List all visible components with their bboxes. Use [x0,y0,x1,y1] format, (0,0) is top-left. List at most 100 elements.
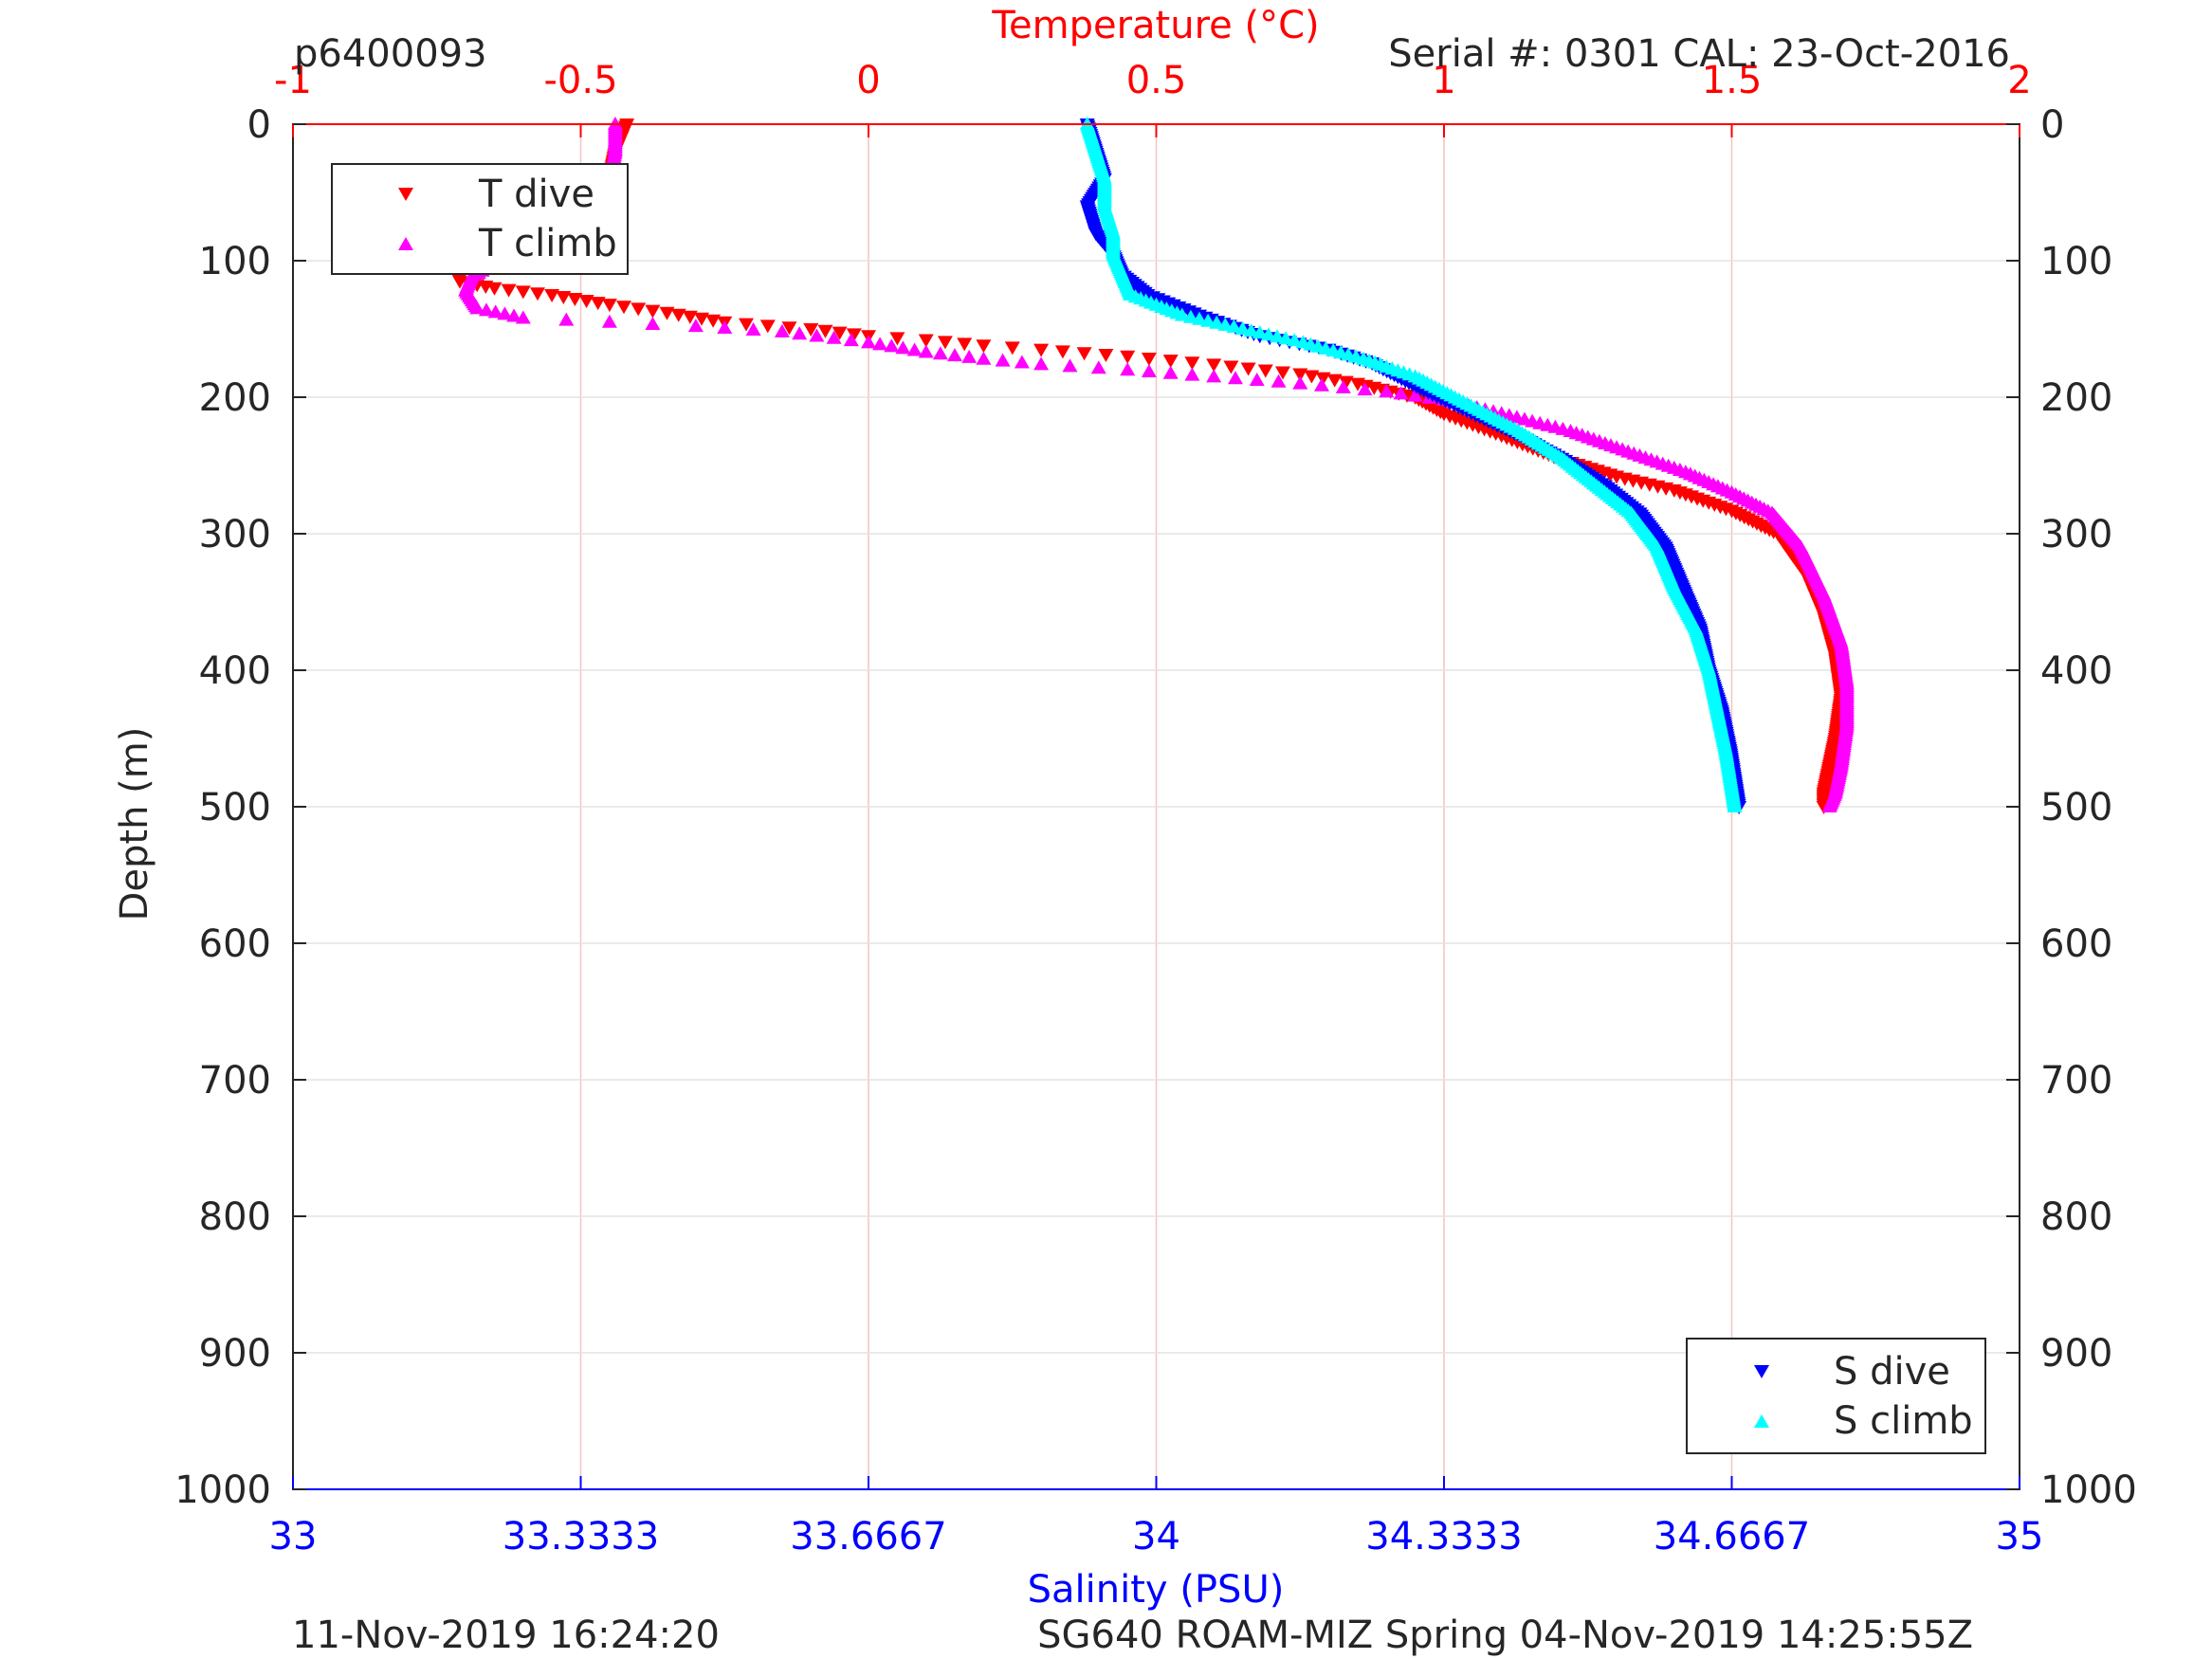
data-point [1379,384,1395,398]
data-point [1141,353,1157,366]
depth-tick-label-right: 500 [2040,786,2112,830]
data-point [1141,364,1157,377]
data-point [1407,388,1423,402]
data-point [918,334,934,348]
data-point [705,314,722,328]
legend-s-dive-label: S dive [1834,1350,1950,1394]
data-point [1182,309,1198,323]
series-s-dive [1079,118,1747,814]
data-point [1821,799,1837,812]
footer-timestamp: 11-Nov-2019 16:24:20 [292,1613,720,1657]
data-point [937,336,953,350]
data-point [846,328,862,342]
data-point [1278,331,1294,345]
depth-tick-label-left: 1000 [174,1468,271,1512]
data-point [1304,370,1320,384]
data-point [1200,313,1216,327]
data-point [515,285,531,300]
temperature-tick-label: 0 [856,59,880,102]
data-point [1120,362,1136,376]
legend-salinity: S dive S climb [1686,1338,1986,1454]
data-point [889,332,905,346]
salinity-tick-label: 34 [1132,1515,1180,1559]
data-point [1033,343,1050,357]
data-point [895,340,911,355]
depth-tick-label-right: 200 [2040,376,2112,420]
data-point [487,304,503,319]
legend-s-climb-marker [1754,1414,1769,1428]
data-point [1192,311,1207,325]
data-point [792,326,808,340]
data-point [1326,374,1343,388]
data-point [1162,365,1179,379]
data-point [578,295,594,308]
data-point [1054,345,1070,359]
grid-lines [293,124,2020,1489]
data-point [497,306,513,320]
data-point [832,326,848,340]
data-point [1090,360,1106,374]
salinity-tick-label: 35 [1996,1515,2044,1559]
data-point [1249,373,1265,386]
temperature-tick-label: 1.5 [1702,59,1763,102]
data-point [590,297,606,311]
salinity-tick-label: 34.6667 [1654,1515,1810,1559]
legend-t-dive-marker [398,188,413,201]
temperature-tick-label: 1 [1432,59,1455,102]
data-point [1234,321,1251,335]
data-point [1292,375,1308,390]
data-point [957,337,973,352]
data-point [1174,307,1190,321]
series-s-climb [1079,117,1743,812]
data-point [745,322,761,336]
temperature-tick-label: -1 [274,59,312,102]
legend-temperature: T dive T climb [331,163,629,275]
legend-salinity-box [1686,1338,1986,1454]
data-point [1338,375,1354,390]
data-point [947,348,962,362]
depth-axis-title: Depth (m) [113,727,156,921]
data-point [469,301,485,315]
data-point [872,337,888,351]
data-point [995,353,1011,367]
temperature-tick-label: 0.5 [1126,59,1187,102]
legend-temperature-box [331,163,629,275]
depth-tick-label-left: 100 [199,240,271,283]
series-t-dive [447,118,1849,814]
data-point [884,338,900,353]
data-point [1357,382,1373,396]
data-point [1252,325,1268,339]
data-point [1292,368,1308,382]
data-point [556,291,572,304]
legend-s-dive-marker [1754,1365,1769,1378]
data-point [1335,379,1351,393]
salinity-tick-label: 33.3333 [503,1515,659,1559]
data-point [631,302,647,317]
data-point [670,308,686,322]
data-point [932,346,948,360]
depth-tick-label-left: 400 [199,649,271,693]
data-point [1243,323,1259,337]
data-point [803,323,819,337]
data-point [501,283,517,298]
data-point [1275,366,1290,380]
data-point [645,317,661,330]
data-point [544,289,560,302]
data-point [1257,364,1273,378]
temperature-axis-title: Temperature (°C) [991,4,1319,47]
data-point [694,312,709,326]
serial-cal-label: Serial #: 0301 CAL: 23-Oct-2016 [1388,32,2010,76]
data-point [530,287,545,301]
data-point [659,306,675,320]
data-point [558,312,575,326]
data-point [1162,355,1179,369]
data-point [1209,315,1225,329]
profile-id: p6400093 [294,32,487,76]
data-point [1226,319,1242,333]
data-point [906,342,923,356]
data-point [1184,367,1200,381]
depth-tick-label-left: 300 [199,513,271,556]
salinity-tick-label: 34.3333 [1365,1515,1522,1559]
data-point [1393,386,1409,400]
